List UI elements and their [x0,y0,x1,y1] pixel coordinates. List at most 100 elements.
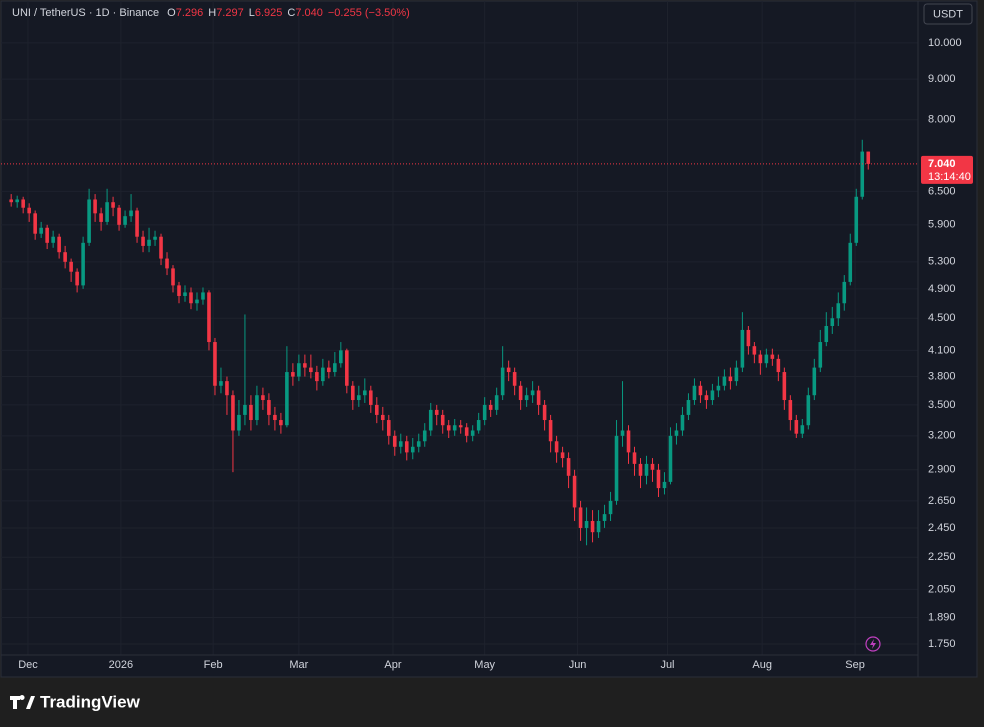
candle-body [159,236,163,259]
candle-body [201,292,205,300]
candle-body [662,481,667,489]
candle-body [309,367,313,373]
y-tick-label: 4.900 [928,283,956,295]
event-icon[interactable] [865,636,881,652]
brand: TradingView [40,692,141,711]
candle-body [357,395,361,401]
candle-body [27,207,31,214]
symbol: UNI / TetherUS · 1D · Binance [12,7,159,19]
candle-body [392,435,397,447]
currency-button[interactable] [923,3,973,25]
candle-body [237,414,241,431]
x-tick-label: Aug [752,659,772,671]
candle-body [315,372,319,382]
candle-body [842,281,847,304]
candle-body [518,385,523,401]
candle-body [704,395,709,401]
candles [9,139,871,546]
candle-body [638,463,643,476]
x-tick-label: Dec [18,659,38,671]
candle-body [476,420,481,431]
candle-body [63,252,67,262]
candle-body [668,435,673,482]
candle-body [482,404,487,421]
candle-body [542,404,547,421]
candle-body [818,342,823,368]
last-price-badge [921,155,973,184]
candle-body [93,199,97,214]
candle-body [321,367,325,382]
candle-body [824,325,829,343]
candle-body [327,367,331,373]
candle-body [800,425,805,434]
candle-body [339,350,343,364]
logo-mark [10,695,35,709]
candle-body [410,446,415,453]
candle-body [75,271,79,286]
candle-body [506,367,511,373]
candle-body [590,520,595,533]
candle-body [434,409,439,415]
x-tick-label: May [474,659,495,671]
x-tick-label: Feb [204,659,223,671]
candle-body [758,354,763,364]
ohlc-value: 7.040 [295,7,323,19]
candle-body [608,500,613,515]
y-tick-label: 3.800 [928,370,956,382]
candle-body [734,367,739,382]
currency-label[interactable]: USDT [933,8,963,20]
countdown: 13:14:40 [928,171,971,183]
event-bolt [870,639,876,649]
candle-body [686,400,691,415]
y-tick-label: 5.300 [928,256,956,268]
candle-body [207,292,211,343]
candle-body [123,216,127,225]
candle-body [195,299,199,304]
candle-body [243,404,247,415]
candle-body [830,318,835,326]
candle-body [452,425,457,431]
candle-body [524,395,529,401]
ohlc-label: O [167,7,176,19]
candle-body [255,395,259,421]
candle-body [764,354,769,364]
candle-body [602,514,607,521]
candle-body [9,199,13,203]
candle-body [15,199,19,203]
candle-body [33,213,37,234]
candle-body [578,507,583,528]
candle-body [464,427,469,436]
candle-body [345,350,349,386]
candle-body [446,425,451,431]
candle-body [363,390,367,396]
candle-body [494,395,499,410]
candle-body [374,404,379,415]
candle-body [788,400,793,421]
candle-body [267,400,271,415]
candle-body [572,475,577,508]
candle-body [716,385,721,391]
candle-body [291,372,295,377]
candle-body [261,395,265,401]
candle-body [165,258,169,269]
candle-body [560,452,565,459]
candle-body [644,463,649,476]
candle-body [458,425,463,428]
y-tick-label: 8.000 [928,114,956,126]
candle-body [794,420,799,434]
candle-body [596,520,601,533]
symbol-legend: UNI / TetherUS · 1D · Binance O7.296 H7.29… [12,7,410,19]
candle-body [710,390,715,401]
candle-body [231,395,235,431]
candle-body [183,292,187,296]
candle-body [189,292,193,304]
ohlc-value: 6.925 [255,7,283,19]
candle-body [249,404,253,421]
candle-body [398,441,403,447]
candle-body [740,329,745,368]
candle-body [129,210,133,217]
x-tick-label: Jul [660,659,674,671]
candle-body [111,202,115,208]
candle-body [500,367,505,396]
